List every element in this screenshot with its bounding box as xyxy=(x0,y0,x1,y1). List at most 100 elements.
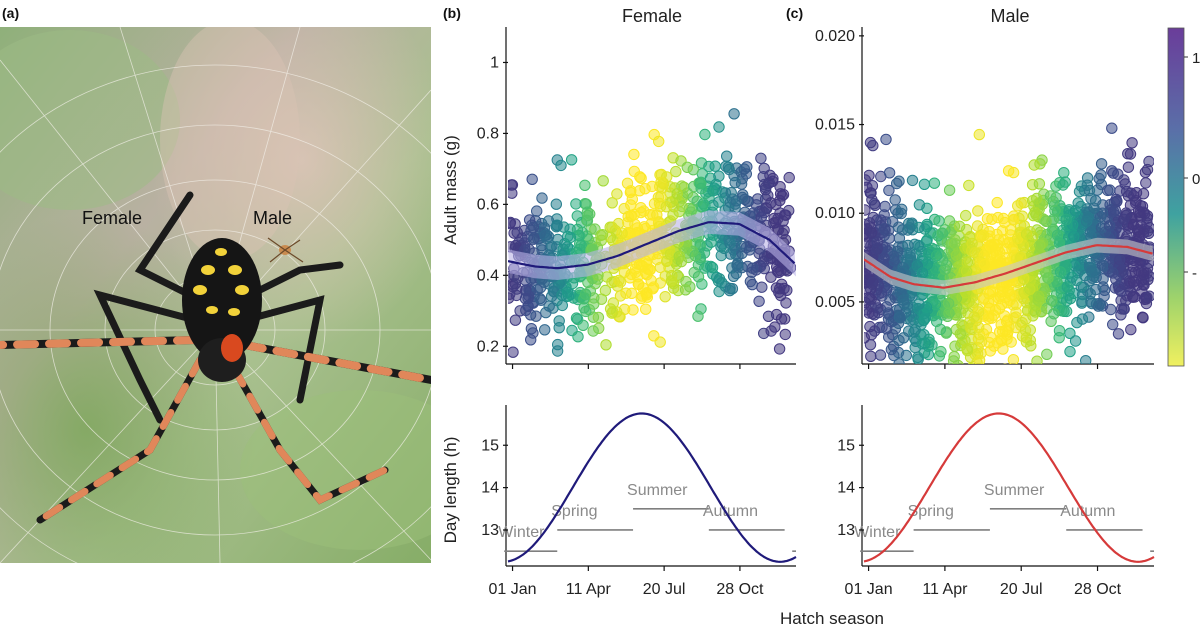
data-point xyxy=(720,160,732,173)
male-spider xyxy=(267,237,304,263)
data-point xyxy=(995,299,1008,311)
colorbar-tick-1: 1 xyxy=(1192,50,1200,67)
data-point xyxy=(555,159,567,172)
data-point xyxy=(651,209,663,221)
data-point xyxy=(618,266,631,278)
data-point xyxy=(919,337,931,349)
data-point xyxy=(963,179,975,192)
data-point xyxy=(961,344,974,357)
panel-c-title: Male xyxy=(990,6,1029,26)
data-point xyxy=(716,277,728,289)
data-point xyxy=(1058,167,1070,179)
data-point xyxy=(571,210,583,222)
female-mass-ylabel: Adult mass (g) xyxy=(441,135,460,245)
data-point xyxy=(1002,165,1015,177)
data-point xyxy=(597,175,609,187)
data-point xyxy=(1031,355,1043,364)
data-point xyxy=(999,243,1012,255)
data-point xyxy=(1033,290,1045,303)
data-point xyxy=(1080,355,1092,364)
data-point xyxy=(755,152,767,165)
y-tick-label: 1 xyxy=(490,54,499,71)
data-point xyxy=(960,209,972,222)
daylength-line xyxy=(507,412,797,563)
data-point xyxy=(1060,213,1072,226)
data-point xyxy=(895,207,907,220)
data-point xyxy=(888,255,900,267)
data-point xyxy=(950,249,963,262)
x-tick-label: 01 Jan xyxy=(845,581,893,598)
data-point xyxy=(953,220,966,233)
data-point xyxy=(865,293,877,305)
season-label-autumn: Autumn xyxy=(703,503,758,520)
data-point xyxy=(1103,220,1116,232)
data-point xyxy=(1127,276,1140,288)
data-point xyxy=(579,288,592,300)
data-point xyxy=(1020,313,1032,325)
x-tick-label: 20 Jul xyxy=(643,581,686,598)
data-point xyxy=(667,209,679,221)
data-point xyxy=(913,298,925,310)
female-trend xyxy=(508,210,796,280)
female-mass-plot: 0.2 0.4 0.6 0.8 1 Adult mass (g) xyxy=(441,27,796,369)
data-point xyxy=(1088,202,1100,214)
data-point xyxy=(671,188,683,200)
data-point xyxy=(864,204,871,216)
data-point xyxy=(973,321,985,333)
data-point xyxy=(992,211,1004,224)
data-point xyxy=(1042,272,1054,284)
data-point xyxy=(952,394,962,404)
data-point xyxy=(737,189,749,201)
spider-web xyxy=(0,27,431,563)
data-point xyxy=(897,294,910,306)
data-point xyxy=(871,236,883,248)
data-point xyxy=(1110,193,1122,206)
data-point xyxy=(539,229,551,242)
data-point xyxy=(874,349,887,361)
data-point xyxy=(577,319,589,331)
data-point xyxy=(599,284,612,297)
data-point xyxy=(622,216,634,229)
panel-a-label: (a) xyxy=(2,5,19,21)
data-point xyxy=(1025,340,1037,352)
data-point xyxy=(1122,161,1135,173)
data-point xyxy=(1085,192,1097,205)
data-point xyxy=(1064,345,1076,358)
data-point xyxy=(922,348,935,361)
data-point xyxy=(864,320,876,333)
data-point xyxy=(1095,158,1108,170)
data-point xyxy=(659,291,671,303)
colorbar-tick-3: - xyxy=(1192,265,1197,282)
data-point xyxy=(1112,328,1125,340)
data-point xyxy=(865,227,877,239)
data-point xyxy=(709,160,721,172)
spider-legs xyxy=(0,191,431,524)
trend-line xyxy=(508,221,796,270)
data-point xyxy=(1002,363,1008,364)
data-point xyxy=(906,174,919,187)
data-point xyxy=(972,205,984,217)
data-point xyxy=(1127,291,1139,303)
data-point xyxy=(912,353,924,364)
data-point xyxy=(1092,300,1105,312)
data-point xyxy=(1007,214,1020,226)
x-tick-label: 28 Oct xyxy=(1074,581,1122,598)
x-tick-label: 11 Apr xyxy=(922,581,968,598)
data-point xyxy=(635,206,647,219)
male-trend xyxy=(864,237,1154,296)
season-label-spring: Spring xyxy=(908,503,954,520)
data-point xyxy=(980,369,990,379)
data-point xyxy=(653,135,665,148)
daylength-line xyxy=(863,412,1155,563)
y-tick-label: 13 xyxy=(481,522,499,539)
data-point xyxy=(864,339,877,351)
data-point xyxy=(1107,205,1120,218)
season-label-summer: Summer xyxy=(627,482,688,499)
x-tick-label: 11 Apr xyxy=(566,581,612,598)
data-point xyxy=(878,252,890,264)
data-point xyxy=(530,310,542,322)
y-tick-label: 0.8 xyxy=(477,125,499,142)
data-point xyxy=(902,239,914,252)
data-point xyxy=(1086,266,1098,278)
data-point xyxy=(935,345,947,358)
